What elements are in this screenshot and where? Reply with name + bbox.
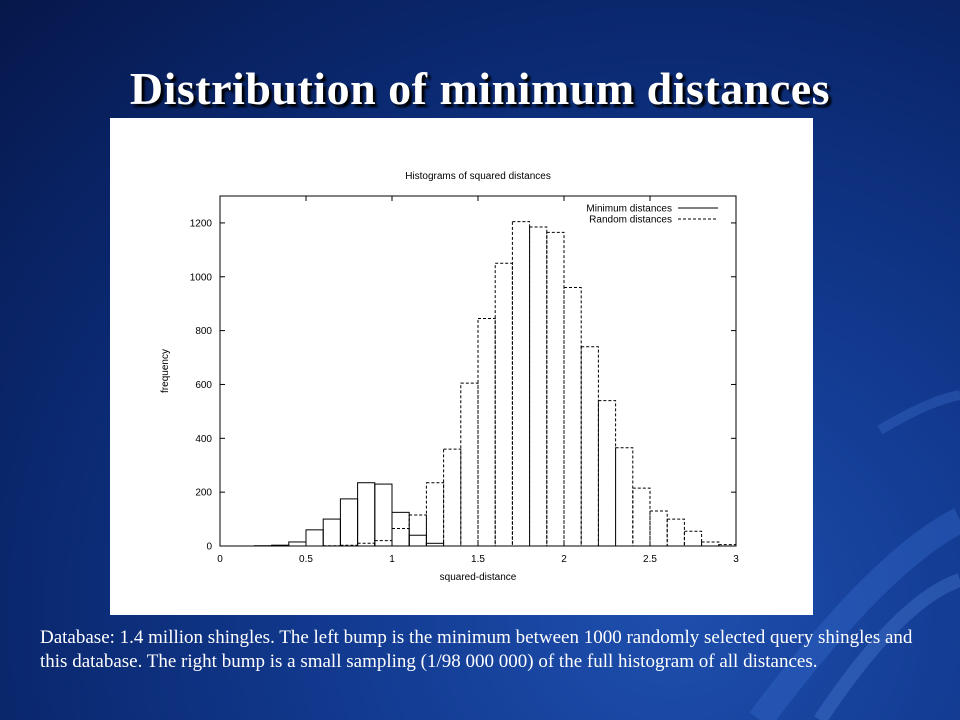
bar-random-distances [339, 544, 359, 547]
bar-random-distances [460, 382, 479, 547]
y-tick-label: 600 [195, 380, 212, 391]
bar-minimum-distances [408, 534, 427, 547]
bar-random-distances [580, 346, 599, 547]
bar-random-distances [632, 487, 651, 547]
y-axis-label: frequency [160, 349, 171, 393]
bar-minimum-distances [374, 483, 393, 547]
bar-random-distances [683, 530, 703, 547]
bar-random-distances [443, 448, 462, 547]
bar-random-distances [666, 518, 685, 547]
x-axis-label: squared-distance [440, 572, 517, 583]
x-tick-label: 0 [217, 554, 223, 565]
bar-random-distances [597, 400, 617, 547]
x-tick-label: 1 [389, 554, 395, 565]
bar-random-distances [718, 544, 737, 547]
bar-minimum-distances [322, 518, 341, 547]
bar-random-distances [649, 510, 668, 547]
y-tick-label: 0 [206, 542, 212, 553]
histogram-figure: 0 200 400 600 800 1000 1200 0 0.5 1 1.5 2 2.5 3 Histog… [110, 118, 813, 615]
bar-random-distances [546, 231, 565, 547]
x-tick-label: 1.5 [471, 554, 485, 565]
slide-caption: Database: 1.4 million shingles. The left… [40, 627, 913, 672]
chart-title: Histograms of squared distances [405, 171, 551, 182]
bar-random-distances [374, 540, 393, 547]
bar-minimum-distances [288, 541, 307, 547]
bar-minimum-distances [391, 511, 410, 547]
bar-random-distances [494, 262, 513, 547]
legend-label: Random distances [589, 215, 672, 226]
bar-random-distances [701, 541, 720, 547]
bar-minimum-distances [271, 544, 290, 547]
histogram-chart: 0 200 400 600 800 1000 1200 0 0.5 1 1.5 2 2.5 3 Histog… [160, 171, 739, 583]
bar-random-distances [529, 226, 548, 547]
bar-random-distances [615, 447, 634, 547]
slide-title: Distribution of minimum distances [129, 63, 831, 114]
y-tick-label: 1200 [190, 218, 213, 229]
bar-random-distances [477, 318, 496, 547]
bar-random-distances [563, 287, 582, 547]
bar-minimum-distances [357, 482, 376, 547]
x-tick-label: 2 [561, 554, 567, 565]
y-tick-label: 400 [195, 434, 212, 445]
bar-random-distances [408, 514, 427, 547]
y-tick-label: 1000 [190, 272, 213, 283]
y-tick-label: 200 [195, 488, 212, 499]
x-tick-label: 2.5 [643, 554, 657, 565]
y-tick-label: 800 [195, 326, 212, 337]
bar-minimum-distances [339, 498, 359, 547]
bar-minimum-distances [305, 529, 324, 547]
legend-label: Minimum distances [586, 204, 672, 215]
x-tick-label: 3 [733, 554, 739, 565]
bar-random-distances [425, 482, 445, 547]
bar-random-distances [511, 221, 531, 547]
x-tick-label: 0.5 [299, 554, 313, 565]
bar-random-distances [391, 528, 410, 547]
